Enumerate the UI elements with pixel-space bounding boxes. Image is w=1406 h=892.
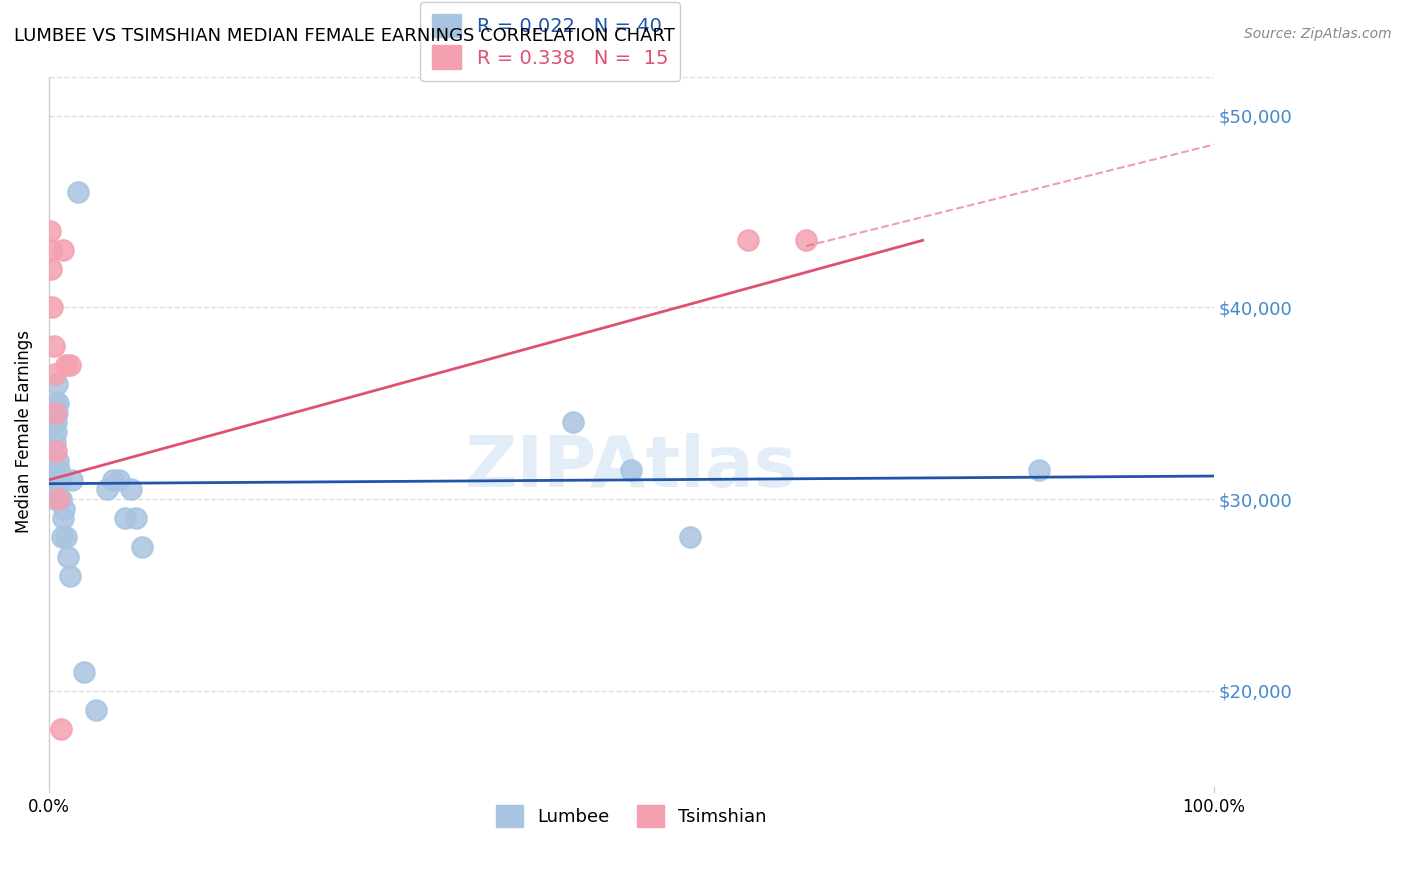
Point (46, 396, 69, 410)
Point (49, 491, 72, 506)
Point (59, 568, 82, 582)
Text: Source: ZipAtlas.com: Source: ZipAtlas.com (1244, 27, 1392, 41)
Point (42, 339, 65, 353)
Point (73, 665, 96, 679)
Legend: Lumbee, Tsimshian: Lumbee, Tsimshian (489, 797, 775, 834)
Point (45, 444, 67, 458)
Point (51, 530, 73, 544)
Point (44, 406, 66, 420)
Point (737, 233, 759, 247)
Point (794, 233, 817, 247)
Point (44, 491, 66, 506)
Point (679, 530, 702, 544)
Point (41, 463, 63, 477)
Point (108, 473, 131, 487)
Point (620, 463, 643, 477)
Point (52, 511, 75, 525)
Point (39, 473, 62, 487)
Point (55, 530, 77, 544)
Point (49, 473, 72, 487)
Point (120, 483, 142, 497)
Text: LUMBEE VS TSIMSHIAN MEDIAN FEMALE EARNINGS CORRELATION CHART: LUMBEE VS TSIMSHIAN MEDIAN FEMALE EARNIN… (14, 27, 675, 45)
Point (46, 406, 69, 420)
Point (67, 186, 90, 200)
Point (56, 549, 79, 564)
Point (46, 377, 69, 392)
Point (46, 453, 69, 467)
Point (114, 511, 136, 525)
Point (48, 491, 70, 506)
Point (53, 501, 76, 516)
Point (42, 473, 65, 487)
Point (46, 491, 69, 506)
Point (39, 243, 62, 257)
Point (41, 453, 63, 467)
Point (125, 511, 148, 525)
Point (84, 703, 107, 717)
Point (44, 368, 66, 382)
Point (60, 473, 83, 487)
Point (41, 301, 63, 315)
Point (39, 224, 62, 238)
Point (55, 358, 77, 372)
Point (562, 416, 585, 430)
Point (44, 434, 66, 449)
Point (96, 483, 118, 497)
Point (101, 473, 124, 487)
Point (42, 483, 65, 497)
Point (45, 416, 67, 430)
Point (44, 473, 66, 487)
Point (45, 396, 67, 410)
Point (48, 463, 70, 477)
Point (39, 262, 62, 277)
Point (49, 722, 72, 736)
Point (59, 358, 82, 372)
Point (45, 425, 67, 439)
Point (52, 243, 75, 257)
Point (131, 540, 153, 554)
Point (1028, 463, 1050, 477)
Text: ZIPAtlas: ZIPAtlas (465, 433, 797, 502)
Y-axis label: Median Female Earnings: Median Female Earnings (15, 330, 32, 533)
